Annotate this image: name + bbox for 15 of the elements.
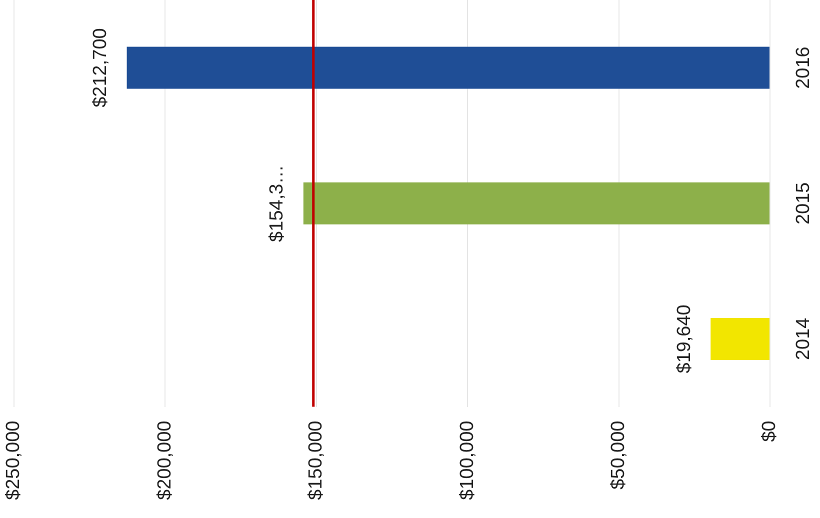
bar <box>710 318 770 360</box>
x-tick-label: $100,000 <box>456 420 478 500</box>
y-tick-label: 2016 <box>793 46 814 89</box>
data-label: $154,3… <box>266 164 288 242</box>
y-tick-label: 2015 <box>793 182 814 225</box>
data-label: $212,700 <box>90 28 112 108</box>
data-label: $19,640 <box>674 304 695 374</box>
bar <box>303 182 770 224</box>
x-tick-label: $250,000 <box>3 420 24 500</box>
x-tick-label: $200,000 <box>154 420 176 500</box>
x-tick-label: $50,000 <box>608 420 630 490</box>
x-tick-label: $150,000 <box>306 420 327 500</box>
x-tick-label: $0 <box>759 420 780 442</box>
bar <box>126 46 770 89</box>
y-tick-label: 2014 <box>793 317 814 360</box>
